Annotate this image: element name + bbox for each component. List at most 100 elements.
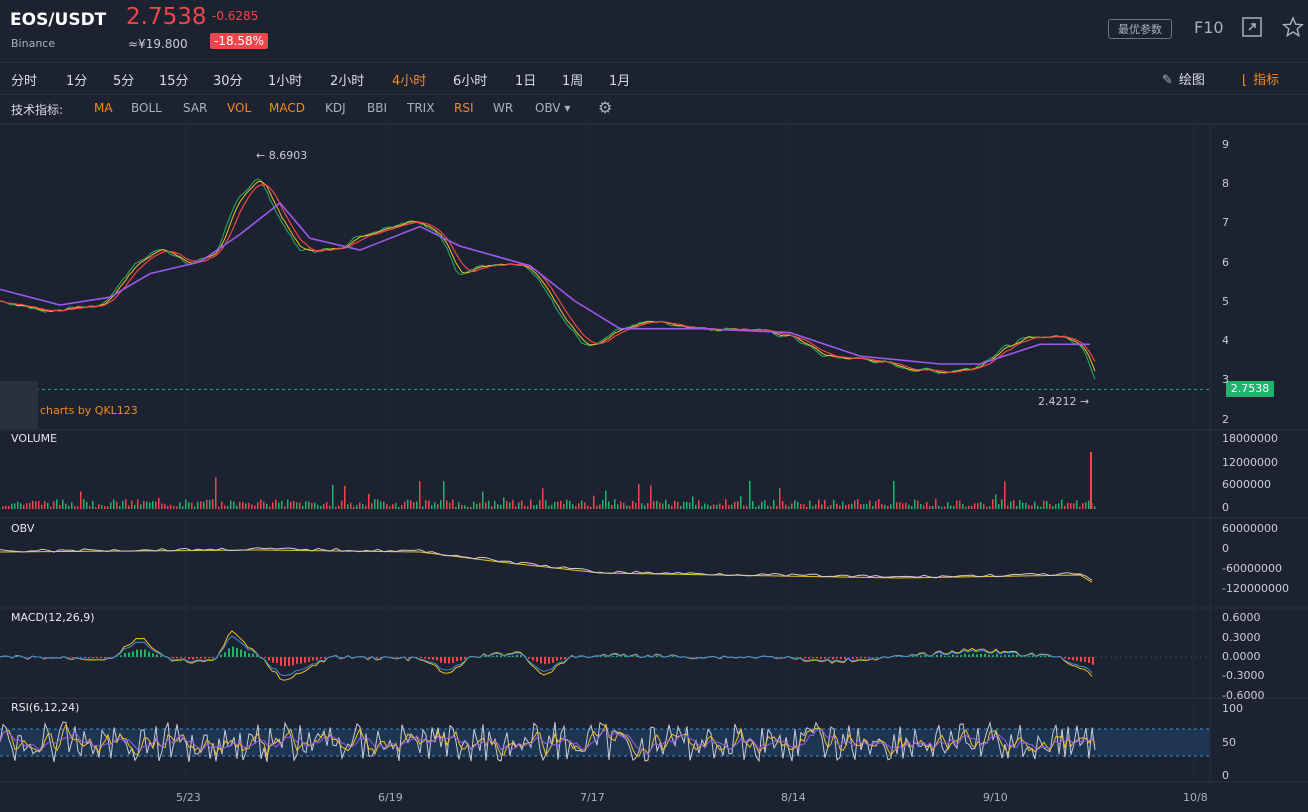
- indicator-obv-dropdown[interactable]: OBV ▾: [535, 101, 571, 115]
- obv-tick: 60000000: [1222, 522, 1278, 535]
- volume-bar: [863, 504, 865, 509]
- volume-bar: [266, 503, 268, 509]
- optimal-params-button[interactable]: 最优参数: [1108, 19, 1172, 39]
- volume-bar: [458, 501, 460, 509]
- volume-bar: [674, 500, 676, 509]
- indicator-rsi[interactable]: RSI: [454, 101, 474, 115]
- indicator-vol[interactable]: VOL: [227, 101, 252, 115]
- period-tab[interactable]: 1日: [515, 74, 537, 89]
- volume-bar: [791, 503, 793, 509]
- volume-bar: [53, 501, 55, 509]
- volume-bar: [1028, 504, 1030, 509]
- volume-bar: [770, 506, 772, 509]
- volume-bar: [884, 504, 886, 509]
- volume-bar: [221, 501, 223, 509]
- settings-gear-icon[interactable]: ⚙: [598, 98, 613, 117]
- volume-bar: [227, 506, 229, 509]
- draw-button[interactable]: ✎ 绘图: [1162, 69, 1205, 88]
- volume-bar: [284, 506, 286, 509]
- indicator-boll[interactable]: BOLL: [131, 101, 162, 115]
- volume-bar: [1085, 502, 1087, 509]
- volume-bar: [758, 505, 760, 509]
- volume-bar: [704, 503, 706, 509]
- volume-bar: [101, 505, 103, 509]
- macd-histogram-bar: [144, 649, 146, 657]
- macd-dea-line: [0, 635, 1093, 677]
- period-tab[interactable]: 5分: [113, 74, 135, 89]
- x-tick: 8/14: [781, 791, 806, 804]
- macd-histogram-bar: [248, 653, 250, 657]
- indicator-bbi[interactable]: BBI: [367, 101, 388, 115]
- macd-histogram-bar: [936, 655, 938, 657]
- macd-histogram-bar: [296, 657, 298, 664]
- indicators-button[interactable]: ⌊ 指标: [1242, 69, 1279, 88]
- volume-bar: [1013, 500, 1015, 509]
- macd-histogram-bar: [284, 657, 286, 667]
- volume-bar: [854, 500, 856, 509]
- volume-bar: [725, 499, 727, 509]
- volume-bar: [968, 505, 970, 509]
- volume-bar: [1052, 506, 1054, 509]
- indicator-wr[interactable]: WR: [493, 101, 514, 115]
- indicator-macd[interactable]: MACD: [269, 101, 305, 115]
- volume-bar: [155, 501, 157, 509]
- macd-histogram-bar: [548, 657, 550, 664]
- period-tab[interactable]: 1小时: [268, 74, 303, 89]
- macd-histogram-bar: [540, 657, 542, 664]
- volume-bar: [941, 506, 943, 509]
- volume-bar: [17, 501, 19, 509]
- volume-bar: [692, 496, 694, 509]
- period-tab[interactable]: 2小时: [330, 74, 365, 89]
- indicator-trix[interactable]: TRIX: [407, 101, 435, 115]
- period-tab[interactable]: 6小时: [453, 74, 488, 89]
- macd-histogram-bar: [604, 655, 606, 657]
- volume-bar: [881, 504, 883, 509]
- macd-histogram-bar: [804, 657, 806, 659]
- macd-histogram-bar: [396, 657, 398, 658]
- volume-bar: [668, 504, 670, 509]
- volume-bar: [635, 502, 637, 509]
- volume-bar: [35, 501, 37, 509]
- volume-bar: [797, 501, 799, 509]
- period-tab[interactable]: 1周: [562, 74, 584, 89]
- period-tab[interactable]: 15分: [159, 74, 189, 89]
- volume-bar: [374, 499, 376, 509]
- volume-bar: [587, 505, 589, 509]
- volume-bar: [761, 501, 763, 509]
- volume-bar: [488, 500, 490, 509]
- indicator-sar[interactable]: SAR: [183, 101, 208, 115]
- volume-bar: [803, 504, 805, 509]
- macd-histogram-bar: [868, 657, 870, 659]
- period-tab-active[interactable]: 4小时: [392, 74, 427, 89]
- period-tab[interactable]: 30分: [213, 74, 243, 89]
- indicator-ma[interactable]: MA: [94, 101, 113, 115]
- macd-histogram-bar: [952, 654, 954, 657]
- macd-histogram-bar: [432, 657, 434, 660]
- expand-icon[interactable]: [1241, 16, 1263, 38]
- volume-bar: [161, 503, 163, 509]
- volume-bar: [503, 497, 505, 509]
- macd-histogram-bar: [496, 655, 498, 657]
- macd-histogram-bar: [428, 657, 430, 660]
- volume-bar: [248, 502, 250, 509]
- indicator-kdj[interactable]: KDJ: [325, 101, 346, 115]
- period-tab[interactable]: 1分: [66, 74, 88, 89]
- macd-histogram-bar: [452, 657, 454, 663]
- volume-bar: [545, 500, 547, 509]
- period-tab[interactable]: 1月: [609, 74, 631, 89]
- macd-histogram-bar: [500, 655, 502, 657]
- volume-bar: [557, 501, 559, 509]
- volume-bar: [821, 504, 823, 509]
- macd-histogram-bar: [152, 653, 154, 657]
- f10-button[interactable]: F10: [1194, 18, 1224, 37]
- macd-histogram-bar: [256, 655, 258, 657]
- macd-histogram-bar: [352, 657, 354, 658]
- low-price-label: 2.4212 →: [1038, 395, 1090, 408]
- macd-histogram-bar: [536, 657, 538, 662]
- volume-bar: [1049, 503, 1051, 509]
- star-icon[interactable]: [1282, 16, 1304, 38]
- period-tab[interactable]: 分时: [11, 74, 38, 89]
- volume-bar: [278, 502, 280, 509]
- macd-histogram-bar: [960, 655, 962, 657]
